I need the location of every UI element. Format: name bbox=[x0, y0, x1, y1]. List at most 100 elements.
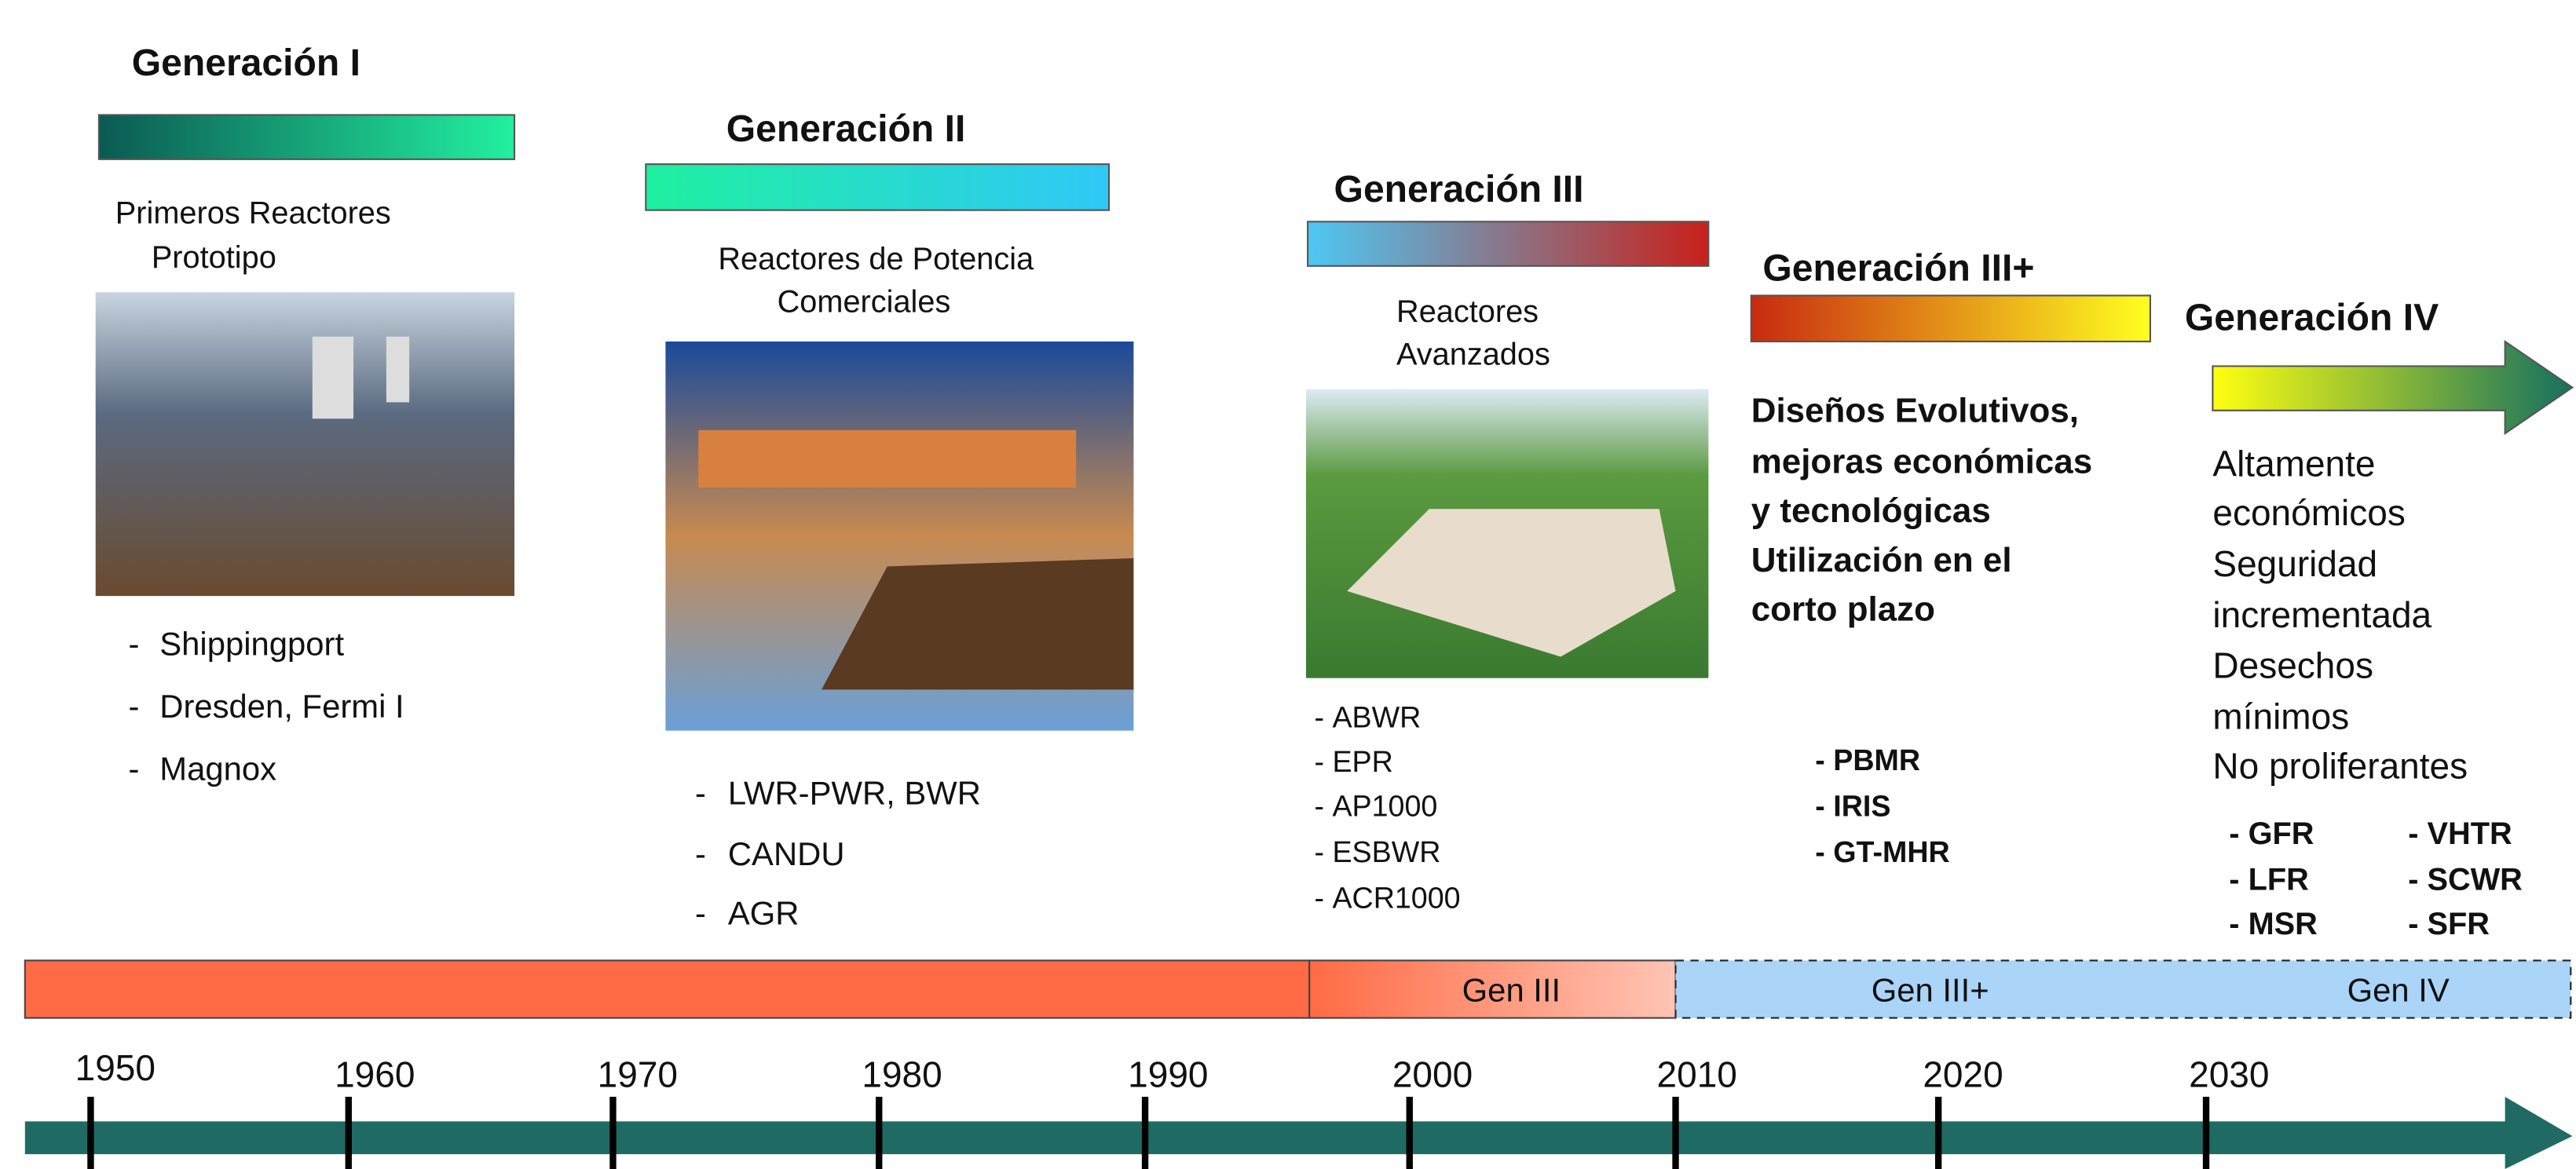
item-text: MSR bbox=[2249, 907, 2318, 941]
segment-label: Gen IV bbox=[2347, 972, 2450, 1009]
title: Generación I bbox=[132, 42, 360, 84]
item-text: GT-MHR bbox=[1833, 835, 1949, 868]
item: - GT-MHR bbox=[1815, 835, 1949, 868]
description: No proliferantes bbox=[2212, 745, 2468, 786]
title: Generación II bbox=[726, 108, 966, 150]
dash: - bbox=[2408, 862, 2427, 897]
photo bbox=[95, 292, 515, 597]
item-text: ABWR bbox=[1332, 700, 1421, 733]
item: - SCWR bbox=[2408, 862, 2523, 897]
dash: - bbox=[2408, 907, 2427, 941]
item: - PBMR bbox=[1815, 743, 1920, 776]
description: Comerciales bbox=[778, 284, 951, 319]
generation-3-plus: Generación III+ Diseños Evolutivos, mejo… bbox=[1750, 247, 2151, 868]
item: - SFR bbox=[2408, 907, 2490, 941]
item: Shippingport bbox=[159, 625, 344, 662]
description: corto plazo bbox=[1751, 590, 1935, 629]
year: 2020 bbox=[1923, 1054, 2003, 1094]
arrow-bar bbox=[2212, 340, 2574, 436]
title: Generación III+ bbox=[1762, 247, 2034, 290]
item: - MSR bbox=[2229, 907, 2318, 941]
dash: - bbox=[2229, 816, 2248, 851]
item-text: EPR bbox=[1332, 745, 1392, 778]
item-text: ESBWR bbox=[1332, 835, 1440, 868]
dash: - bbox=[1314, 881, 1332, 914]
generation-2: Generación II Reactores de Potencia Come… bbox=[645, 108, 1134, 931]
description: Avanzados bbox=[1396, 337, 1550, 371]
photo-plant bbox=[1347, 509, 1676, 657]
description: Seguridad bbox=[2212, 543, 2377, 584]
dash: - bbox=[2229, 907, 2248, 941]
photo-building bbox=[698, 429, 1077, 488]
title: Generación III bbox=[1334, 168, 1584, 210]
item: - AP1000 bbox=[1314, 789, 1437, 822]
item: Magnox bbox=[159, 750, 276, 787]
bar bbox=[1307, 221, 1710, 267]
item: - IRIS bbox=[1815, 789, 1890, 822]
dash: - bbox=[129, 750, 140, 787]
item: - ESBWR bbox=[1314, 835, 1440, 868]
description: mínimos bbox=[2212, 696, 2349, 737]
description: incrementada bbox=[2212, 594, 2431, 635]
item-text: LFR bbox=[2249, 862, 2309, 897]
bar bbox=[1750, 294, 2151, 343]
description: Altamente bbox=[2212, 443, 2375, 484]
segment-label: Gen III bbox=[1462, 972, 1561, 1009]
photo-rock bbox=[821, 558, 1134, 690]
title: Generación IV bbox=[2185, 296, 2439, 338]
dash: - bbox=[2229, 862, 2248, 897]
item-text: SFR bbox=[2428, 907, 2490, 941]
dash: - bbox=[695, 835, 706, 872]
dash: - bbox=[695, 894, 706, 931]
item-text: ACR1000 bbox=[1332, 881, 1460, 914]
item: AGR bbox=[728, 894, 800, 931]
year: 1970 bbox=[598, 1054, 678, 1094]
description: Prototipo bbox=[152, 240, 276, 275]
generation-3: Generación III Reactores Avanzados - ABW… bbox=[1306, 168, 1710, 914]
item: - LFR bbox=[2229, 862, 2308, 897]
item-text: PBMR bbox=[1833, 743, 1920, 776]
dash: - bbox=[695, 775, 706, 812]
item: - GFR bbox=[2229, 816, 2314, 851]
description: Desechos bbox=[2212, 645, 2373, 686]
item: LWR-PWR, BWR bbox=[728, 775, 981, 812]
item-text: AP1000 bbox=[1332, 789, 1437, 822]
item-text: VHTR bbox=[2428, 816, 2512, 851]
timeline-bar: Gen III Gen III+ Gen IV bbox=[24, 959, 2572, 1019]
year: 1950 bbox=[75, 1047, 156, 1088]
description: Diseños Evolutivos, bbox=[1751, 391, 2079, 429]
bar bbox=[645, 163, 1111, 211]
item-text: SCWR bbox=[2428, 862, 2523, 897]
description: económicos bbox=[2212, 492, 2405, 533]
generation-4: Generación IV Altamente económicos Segur… bbox=[2185, 296, 2574, 941]
description: Reactores de Potencia bbox=[718, 242, 1034, 276]
item-text: GFR bbox=[2249, 816, 2314, 851]
item: - VHTR bbox=[2408, 816, 2512, 851]
dash: - bbox=[129, 688, 140, 725]
description: Utilización en el bbox=[1751, 541, 2012, 579]
dash: - bbox=[129, 625, 140, 662]
year: 2030 bbox=[2189, 1054, 2269, 1094]
bar bbox=[97, 114, 516, 160]
year: 2010 bbox=[1657, 1054, 1737, 1094]
item-text: IRIS bbox=[1833, 789, 1890, 822]
year: 1990 bbox=[1128, 1054, 1208, 1094]
dash: - bbox=[1314, 835, 1332, 868]
dash: - bbox=[1815, 835, 1833, 868]
description: y tecnológicas bbox=[1751, 491, 1991, 530]
segment bbox=[1674, 959, 2572, 1019]
year: 2000 bbox=[1392, 1054, 1473, 1094]
segment bbox=[24, 959, 1311, 1019]
dash: - bbox=[2408, 816, 2427, 851]
year-axis: 1950 1960 1970 1980 1990 2000 2010 2020 … bbox=[24, 1047, 2573, 1169]
dash: - bbox=[1815, 743, 1833, 776]
dash: - bbox=[1314, 789, 1332, 822]
dash: - bbox=[1815, 789, 1833, 822]
item: - ACR1000 bbox=[1314, 881, 1460, 914]
item: - ABWR bbox=[1314, 700, 1421, 733]
photo-tower bbox=[386, 336, 410, 403]
segment-label: Gen III+ bbox=[1872, 972, 1989, 1009]
description: mejoras económicas bbox=[1751, 442, 2092, 480]
description: Primeros Reactores bbox=[115, 195, 391, 230]
generation-1: Generación I Primeros Reactores Prototip… bbox=[95, 42, 516, 787]
